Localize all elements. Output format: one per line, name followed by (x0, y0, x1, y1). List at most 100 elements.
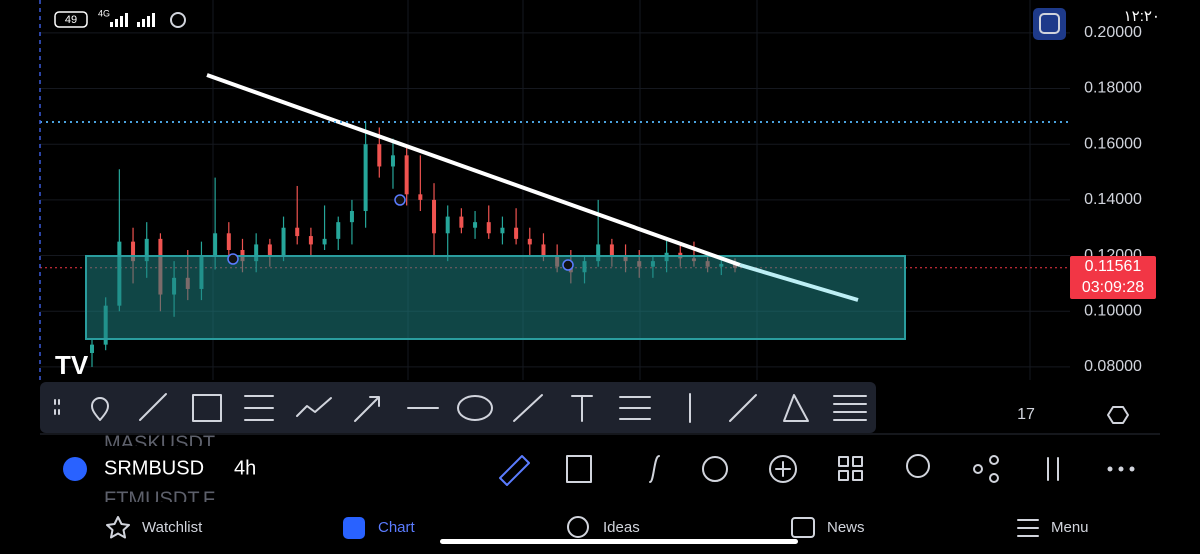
candle-body (213, 233, 218, 256)
candle-body (322, 238, 327, 245)
candle-body (418, 194, 423, 200)
news-icon[interactable] (791, 517, 815, 538)
chart-icon[interactable] (343, 517, 365, 539)
shape (1129, 466, 1135, 472)
icon-ray[interactable] (513, 394, 543, 422)
anchor-point[interactable] (394, 194, 406, 206)
candle-body (267, 244, 272, 256)
ideas-icon[interactable] (567, 516, 589, 538)
menu-icon[interactable] (1017, 519, 1039, 537)
x-tick-label: 17 (1017, 406, 1035, 423)
symbol-icon (63, 457, 87, 481)
y-tick-label: 0.14000 (1084, 191, 1142, 208)
candle-body (459, 216, 464, 228)
more-icon[interactable] (1107, 466, 1135, 472)
icon-extended[interactable] (729, 394, 757, 422)
signal (110, 13, 155, 27)
ruler-icon[interactable] (499, 455, 530, 486)
shape (775, 461, 791, 477)
icon-fib[interactable] (244, 395, 274, 421)
fullscreen-button[interactable] (1033, 8, 1066, 40)
clock: ۱۲:۲۰ (1124, 8, 1160, 25)
price-label-box (1070, 256, 1156, 299)
trend-line-extension[interactable] (739, 263, 859, 302)
candle-body (390, 155, 395, 167)
icon-trend[interactable] (139, 393, 167, 421)
drag-handle[interactable] (54, 399, 60, 415)
candle-body (308, 236, 313, 245)
icon-parallel[interactable] (619, 396, 651, 420)
alarm-icon (170, 12, 186, 28)
shape (973, 464, 983, 474)
shape (852, 456, 863, 467)
icon-text[interactable] (571, 395, 593, 422)
battery-level: 49 (65, 14, 77, 26)
icon-pin[interactable] (91, 397, 109, 421)
toolbar-icons (54, 393, 867, 423)
candle-body (254, 244, 259, 262)
compare-icon[interactable] (1047, 457, 1059, 481)
shape (989, 473, 999, 483)
nav-item[interactable]: Ideas (603, 519, 640, 536)
shape (838, 456, 849, 467)
candle-body (90, 344, 94, 353)
icon-triangle[interactable] (783, 394, 809, 422)
symbol[interactable]: SRMBUSD (104, 457, 204, 479)
candle-body (226, 233, 231, 250)
prev-symbol: MASKUSDT (104, 432, 215, 454)
shape (838, 470, 849, 481)
candle-body (295, 227, 300, 237)
add-icon[interactable] (769, 455, 797, 483)
nav-item[interactable]: Chart (378, 519, 416, 536)
nav-item[interactable]: Menu (1051, 519, 1089, 536)
shape (852, 470, 863, 481)
icon-arrow[interactable] (354, 396, 380, 422)
indicators-icon[interactable] (649, 455, 660, 483)
candle-body (527, 238, 532, 245)
object-tree-icon[interactable] (566, 455, 592, 483)
alert-icon[interactable] (702, 456, 728, 482)
shape (989, 455, 999, 465)
candle-body (445, 216, 450, 234)
y-tick-label: 0.18000 (1084, 80, 1142, 97)
watchlist-icon[interactable] (106, 516, 130, 539)
candle-body (349, 211, 354, 223)
symbol-bar-icons (499, 454, 1059, 486)
candle-body (144, 238, 149, 262)
candle-body (596, 244, 601, 262)
shape (120, 16, 123, 27)
icon-rectangle[interactable] (192, 394, 222, 422)
icon-path[interactable] (296, 397, 332, 417)
countdown: 03:09:28 (1082, 279, 1144, 296)
home-indicator (440, 539, 798, 544)
shape (1118, 466, 1124, 472)
candle-body (336, 222, 341, 239)
tv-logo: TV (55, 350, 89, 380)
nav-item[interactable]: News (827, 519, 865, 536)
shape (152, 13, 155, 27)
idea-icon[interactable] (906, 454, 930, 478)
shape (115, 19, 118, 27)
candle-body (131, 241, 136, 262)
candle-body (281, 227, 286, 256)
nav-item[interactable]: Watchlist (142, 519, 203, 536)
candle-body (377, 144, 382, 167)
anchor-point[interactable] (562, 259, 574, 271)
anchor-point[interactable] (227, 253, 239, 265)
network: 4G (98, 8, 110, 18)
icon-more-tools[interactable] (833, 395, 867, 421)
next-symbol: FTMUSDT.F (104, 488, 215, 510)
candle-body (609, 244, 614, 256)
shape (142, 19, 145, 27)
fullscreen-icon (1039, 13, 1060, 34)
battery (54, 11, 88, 28)
shape (110, 22, 113, 27)
trend-line[interactable] (206, 73, 741, 267)
settings-icon[interactable] (1107, 406, 1129, 424)
shape (1107, 466, 1113, 472)
rectangle-drawing[interactable] (85, 255, 906, 340)
interval[interactable]: 4h (234, 457, 256, 479)
icon-ellipse[interactable] (457, 395, 493, 421)
